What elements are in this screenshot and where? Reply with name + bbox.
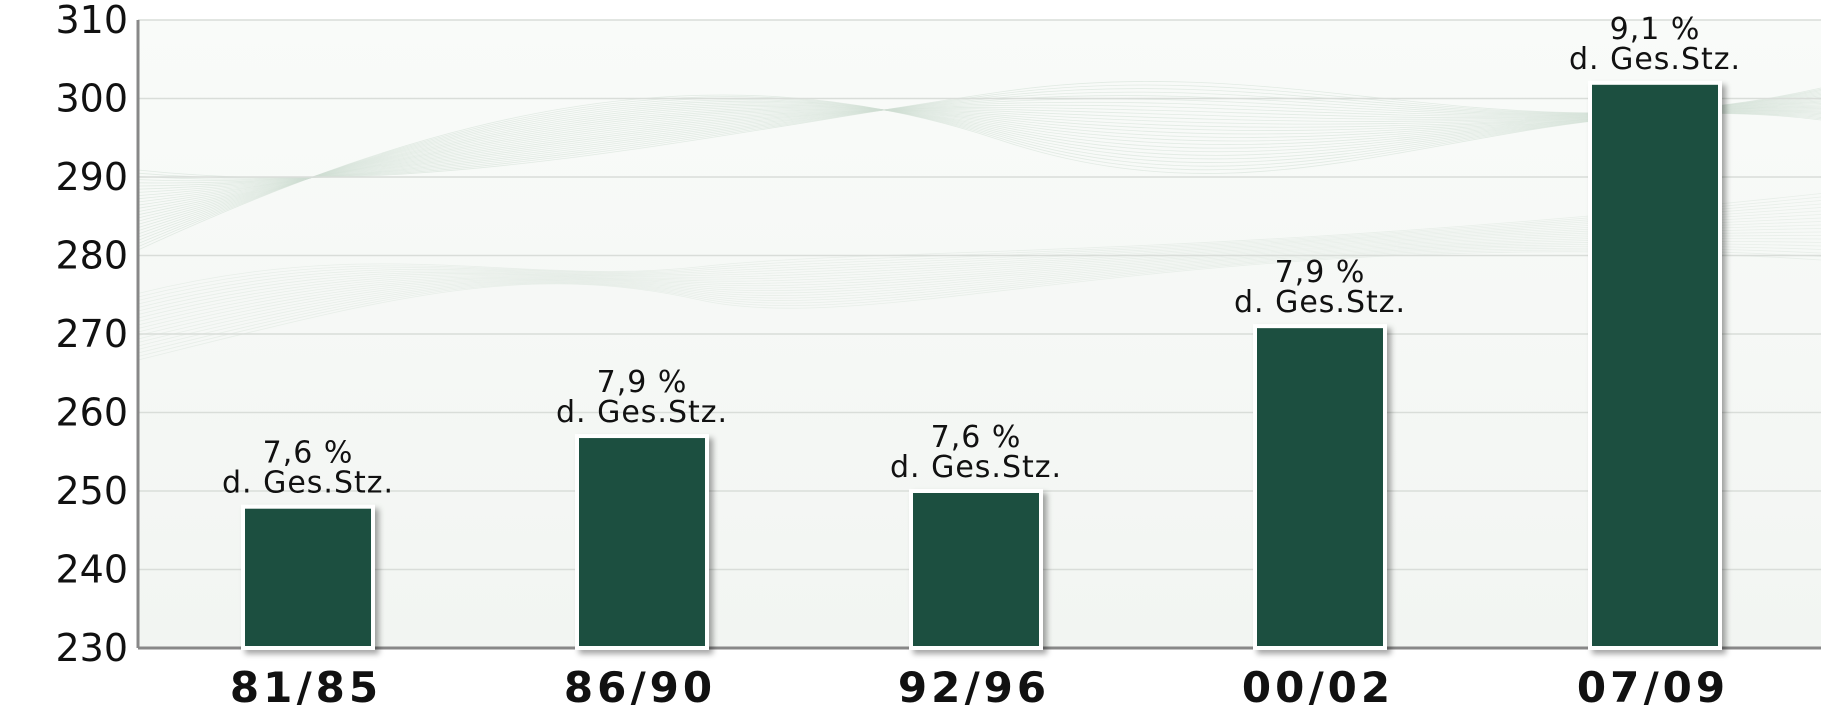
wave-line bbox=[137, 102, 1821, 209]
x-tick-label: 86/90 bbox=[564, 663, 716, 705]
wave-line bbox=[137, 97, 1821, 196]
data-label-text: d. Ges.Stz. bbox=[556, 395, 728, 430]
y-tick-label: 300 bbox=[55, 77, 128, 121]
wave-line bbox=[137, 235, 1821, 336]
bar bbox=[1588, 80, 1722, 651]
wave-line bbox=[137, 88, 1821, 180]
bar bbox=[575, 434, 709, 650]
wave-line bbox=[137, 95, 1821, 190]
wave-line bbox=[137, 99, 1821, 241]
wave-line bbox=[137, 101, 1821, 206]
wave-line bbox=[137, 107, 1821, 222]
wave-line bbox=[137, 224, 1821, 326]
y-axis-tick-labels: 230 240 250 260 270 280 290 300 310 bbox=[55, 0, 128, 670]
data-label-percent: 7,6 % bbox=[931, 420, 1022, 455]
wave-line bbox=[137, 193, 1821, 294]
wave-line bbox=[137, 104, 1821, 228]
data-labels: 7,6 %d. Ges.Stz.7,9 %d. Ges.Stz.7,6 %d. … bbox=[222, 12, 1741, 501]
wave-line bbox=[137, 103, 1821, 232]
data-label-percent: 7,9 % bbox=[1275, 255, 1366, 290]
wave-line bbox=[137, 207, 1821, 308]
y-tick-label: 250 bbox=[55, 469, 128, 513]
data-label-text: d. Ges.Stz. bbox=[1234, 285, 1406, 320]
data-label-text: d. Ges.Stz. bbox=[890, 450, 1062, 485]
y-tick-label: 230 bbox=[55, 626, 128, 670]
wave-line bbox=[137, 247, 1821, 354]
wave-line bbox=[137, 99, 1821, 200]
y-tick-label: 270 bbox=[55, 312, 128, 356]
bar bbox=[1253, 324, 1387, 650]
wave-line bbox=[137, 251, 1821, 361]
wave-line bbox=[137, 200, 1821, 301]
x-tick-label: 00/02 bbox=[1242, 663, 1394, 705]
wave-line bbox=[137, 221, 1821, 322]
decorative-wave-lines bbox=[137, 81, 1821, 361]
y-tick-label: 280 bbox=[55, 234, 128, 278]
y-tick-label: 290 bbox=[55, 155, 128, 199]
y-tick-label: 240 bbox=[55, 548, 128, 592]
y-tick-label: 260 bbox=[55, 391, 128, 435]
data-label-text: d. Ges.Stz. bbox=[1569, 42, 1741, 77]
y-tick-label: 310 bbox=[55, 0, 128, 42]
data-label-percent: 7,6 % bbox=[263, 436, 354, 471]
wave-line bbox=[137, 238, 1821, 340]
wave-line bbox=[137, 203, 1821, 305]
wave-line bbox=[137, 240, 1821, 343]
bars bbox=[241, 80, 1722, 651]
wave-line bbox=[137, 104, 1821, 212]
wave-line bbox=[137, 94, 1821, 187]
bar bbox=[241, 504, 375, 651]
wave-line bbox=[137, 84, 1821, 179]
wave-line bbox=[137, 100, 1821, 203]
wave-line bbox=[137, 97, 1821, 244]
wave-line bbox=[137, 96, 1821, 248]
wave-line bbox=[137, 105, 1821, 225]
wave-line bbox=[137, 231, 1821, 333]
x-axis-tick-labels: 81/85 86/90 92/96 00/02 07/09 bbox=[230, 663, 1729, 705]
wave-line bbox=[137, 210, 1821, 312]
x-tick-label: 81/85 bbox=[230, 663, 382, 705]
wave-line bbox=[137, 100, 1821, 238]
wave-line bbox=[137, 245, 1821, 350]
data-label-percent: 9,1 % bbox=[1610, 12, 1701, 47]
wave-line bbox=[137, 243, 1821, 347]
wave-line bbox=[137, 96, 1821, 193]
wave-line bbox=[137, 214, 1821, 315]
wave-line bbox=[137, 106, 1821, 219]
wave-line bbox=[137, 102, 1821, 235]
wave-line bbox=[137, 81, 1821, 179]
x-tick-label: 07/09 bbox=[1577, 663, 1729, 705]
wave-line bbox=[137, 217, 1821, 319]
x-tick-label: 92/96 bbox=[898, 663, 1050, 705]
data-label-percent: 7,9 % bbox=[597, 365, 688, 400]
bar bbox=[909, 489, 1043, 650]
wave-line bbox=[137, 105, 1821, 216]
wave-line bbox=[137, 228, 1821, 329]
data-label-text: d. Ges.Stz. bbox=[222, 466, 394, 501]
wave-line bbox=[137, 94, 1821, 251]
wave-line bbox=[137, 196, 1821, 298]
wave-line bbox=[137, 92, 1821, 184]
